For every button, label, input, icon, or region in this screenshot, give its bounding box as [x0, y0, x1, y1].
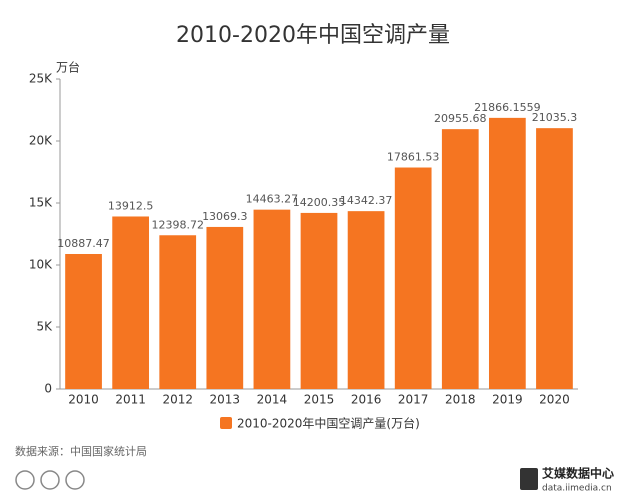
data-label: 20955.68	[434, 112, 487, 125]
bar	[300, 212, 338, 389]
data-label: 14463.27	[246, 193, 299, 206]
x-tick-label: 2017	[398, 393, 429, 407]
y-tick-label: 25K	[29, 72, 53, 86]
bar	[347, 211, 385, 389]
bar	[206, 226, 244, 389]
x-tick-label: 2016	[351, 393, 382, 407]
brand: 艾媒数据中心	[542, 466, 614, 481]
y-tick-label: 0	[44, 382, 52, 396]
data-label: 14200.35	[293, 196, 346, 209]
data-label: 21866.1559	[474, 101, 540, 114]
chart-title: 2010-2020年中国空调产量	[176, 23, 450, 48]
data-label: 13069.3	[202, 210, 248, 223]
brand-logo	[520, 468, 538, 490]
x-tick-label: 2013	[210, 393, 241, 407]
bar	[536, 128, 573, 389]
site: data.iimedia.cn	[542, 484, 612, 494]
bar	[488, 117, 526, 389]
data-label: 13912.5	[108, 199, 154, 212]
y-tick-label: 20K	[29, 134, 53, 148]
y-tick-label: 15K	[29, 196, 53, 210]
y-tick-label: 10K	[29, 258, 53, 272]
y-tick-label: 5K	[36, 320, 53, 334]
data-label: 17861.53	[387, 151, 440, 164]
data-label: 21035.3	[532, 111, 578, 124]
bar	[394, 167, 432, 389]
bar	[65, 253, 102, 389]
source: 数据来源：中国国家统计局	[15, 444, 147, 458]
data-label: 12398.72	[151, 218, 204, 231]
x-tick-label: 2012	[162, 393, 193, 407]
x-tick-label: 2014	[257, 393, 288, 407]
y-unit: 万台	[56, 60, 80, 75]
legend-swatch	[220, 417, 232, 429]
bar	[253, 209, 291, 389]
x-tick-label: 2010	[68, 393, 99, 407]
x-tick-label: 2020	[539, 393, 570, 407]
bar	[112, 216, 150, 389]
license-icons	[15, 470, 85, 490]
legend-label: 2010-2020年中国空调产量(万台)	[237, 416, 420, 431]
x-tick-label: 2015	[304, 393, 335, 407]
bar	[441, 129, 479, 389]
x-tick-label: 2018	[445, 393, 476, 407]
bar	[159, 235, 197, 389]
data-label: 14342.37	[340, 194, 393, 207]
data-label: 10887.47	[57, 237, 110, 250]
x-tick-label: 2011	[115, 393, 146, 407]
x-tick-label: 2019	[492, 393, 523, 407]
